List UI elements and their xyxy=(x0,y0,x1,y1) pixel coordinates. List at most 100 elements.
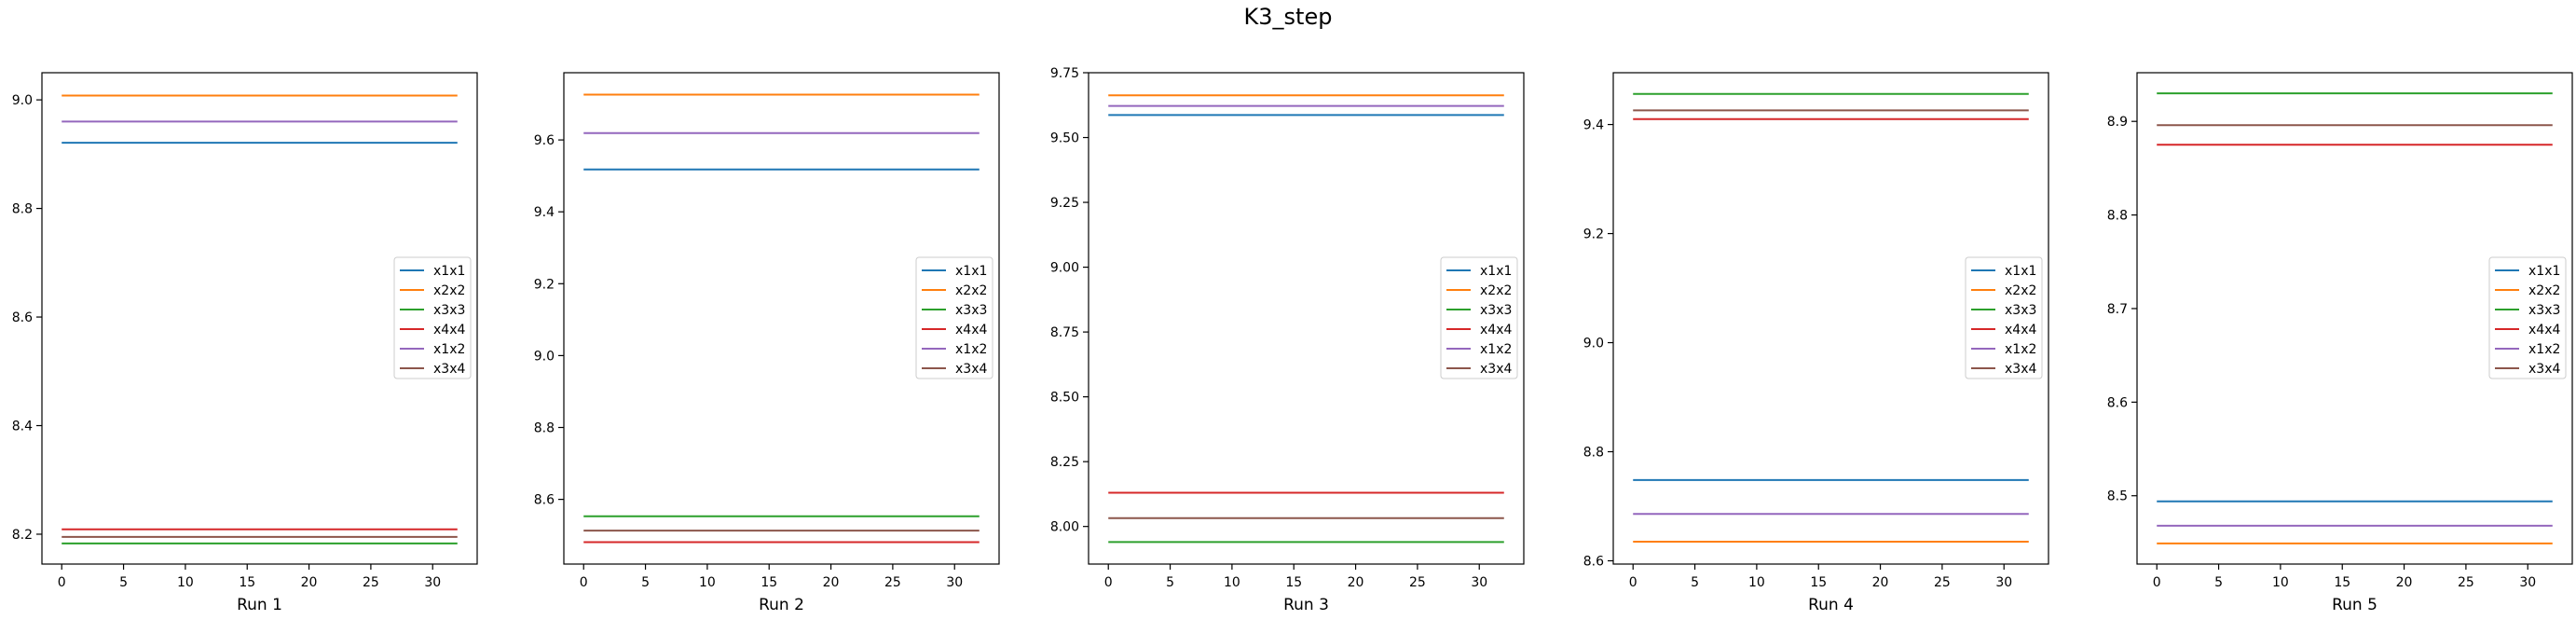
x-tick-label: 30 xyxy=(946,575,963,590)
y-tick-label: 8.2 xyxy=(12,528,33,543)
x-tick-label: 15 xyxy=(2334,575,2350,590)
legend-entry-x2x2: x2x2 xyxy=(433,283,465,298)
x-axis-label: Run 1 xyxy=(237,596,282,614)
y-tick-label: 8.75 xyxy=(1050,325,1079,340)
y-tick-label: 9.2 xyxy=(534,277,555,292)
x-tick-label: 30 xyxy=(1471,575,1487,590)
y-tick-label: 8.6 xyxy=(12,310,33,325)
legend-entry-x1x2: x1x2 xyxy=(433,342,465,357)
legend-entry-x2x2: x2x2 xyxy=(1480,283,1512,298)
legend: x1x1 x2x2 x3x3 x4x4 x1x2 x3x4 xyxy=(393,256,472,379)
x-axis-label: Run 2 xyxy=(759,596,804,614)
x-tick-label: 30 xyxy=(424,575,441,590)
x-tick-label: 5 xyxy=(641,575,650,590)
x-tick-label: 20 xyxy=(2396,575,2413,590)
x-tick-label: 0 xyxy=(1629,575,1637,590)
x-tick-label: 30 xyxy=(1995,575,2012,590)
y-tick-label: 9.2 xyxy=(1583,227,1604,242)
subplot-run-5: 0 5 10 15 20 25 30 8.5 8.6 8.7 8.8 8.9 Run 5 x1x1 x2x2… xyxy=(2107,72,2573,614)
x-tick-label: 5 xyxy=(2214,575,2223,590)
legend-entry-x1x1: x1x1 xyxy=(955,264,987,279)
figure-title: K3_step xyxy=(1243,4,1333,30)
x-tick-label: 10 xyxy=(699,575,716,590)
x-axis-label: Run 3 xyxy=(1283,596,1329,614)
x-tick-label: 15 xyxy=(239,575,255,590)
x-tick-label: 25 xyxy=(884,575,901,590)
legend: x1x1 x2x2 x3x3 x4x4 x1x2 x3x4 xyxy=(1965,256,2043,379)
x-tick-label: 25 xyxy=(1934,575,1951,590)
axes-frame xyxy=(41,72,478,565)
legend-entry-x3x3: x3x3 xyxy=(2528,303,2560,318)
x-tick-label: 0 xyxy=(2153,575,2161,590)
y-tick-label: 8.00 xyxy=(1050,520,1079,535)
axes-frame xyxy=(1612,72,2049,565)
x-tick-label: 20 xyxy=(301,575,318,590)
y-tick-label: 8.5 xyxy=(2107,489,2128,504)
legend-entry-x3x4: x3x4 xyxy=(433,362,465,377)
legend-entry-x1x2: x1x2 xyxy=(1480,342,1512,357)
legend-entry-x1x2: x1x2 xyxy=(2528,342,2560,357)
y-tick-label: 9.4 xyxy=(534,205,555,220)
legend-entry-x1x1: x1x1 xyxy=(433,264,465,279)
legend-entry-x4x4: x4x4 xyxy=(955,323,987,338)
x-tick-label: 20 xyxy=(1872,575,1889,590)
axes-frame xyxy=(563,72,1000,565)
y-tick-label: 9.25 xyxy=(1050,196,1079,211)
x-axis-label: Run 4 xyxy=(1808,596,1854,614)
y-tick-label: 9.4 xyxy=(1583,118,1604,133)
legend-entry-x4x4: x4x4 xyxy=(2005,323,2036,338)
axes-frame xyxy=(1088,72,1525,565)
x-tick-label: 10 xyxy=(1748,575,1765,590)
x-tick-label: 15 xyxy=(760,575,777,590)
legend-entry-x3x4: x3x4 xyxy=(2528,362,2560,377)
legend-entry-x2x2: x2x2 xyxy=(955,283,987,298)
y-tick-label: 8.4 xyxy=(12,420,33,434)
legend-entry-x3x3: x3x3 xyxy=(2005,303,2036,318)
legend-entry-x4x4: x4x4 xyxy=(2528,323,2560,338)
x-tick-label: 25 xyxy=(363,575,379,590)
x-tick-label: 15 xyxy=(1810,575,1827,590)
legend-entry-x2x2: x2x2 xyxy=(2528,283,2560,298)
y-tick-label: 9.50 xyxy=(1050,131,1079,146)
legend-entry-x3x4: x3x4 xyxy=(1480,362,1512,377)
x-tick-label: 30 xyxy=(2519,575,2536,590)
y-tick-label: 8.9 xyxy=(2107,115,2128,130)
y-tick-label: 9.00 xyxy=(1050,261,1079,276)
legend-entry-x1x2: x1x2 xyxy=(2005,342,2036,357)
y-tick-label: 8.8 xyxy=(2107,209,2128,224)
legend-entry-x1x2: x1x2 xyxy=(955,342,987,357)
x-tick-label: 0 xyxy=(58,575,66,590)
legend-entry-x2x2: x2x2 xyxy=(2005,283,2036,298)
y-tick-label: 8.6 xyxy=(534,493,555,508)
x-tick-label: 10 xyxy=(2272,575,2289,590)
x-tick-label: 10 xyxy=(177,575,194,590)
y-tick-label: 9.0 xyxy=(534,349,555,364)
legend-entry-x3x3: x3x3 xyxy=(1480,303,1512,318)
legend-entry-x3x4: x3x4 xyxy=(955,362,987,377)
subplot-run-1: 0 5 10 15 20 25 30 8.2 8.4 8.6 8.8 9.0 Run 1 x1x1 x2x2… xyxy=(12,72,478,614)
x-tick-label: 15 xyxy=(1285,575,1302,590)
legend: x1x1 x2x2 x3x3 x4x4 x1x2 x3x4 xyxy=(1440,256,1518,379)
y-tick-label: 8.8 xyxy=(534,421,555,436)
x-tick-label: 20 xyxy=(823,575,840,590)
legend-entry-x4x4: x4x4 xyxy=(1480,323,1512,338)
legend-entry-x1x1: x1x1 xyxy=(1480,264,1512,279)
y-tick-label: 8.8 xyxy=(1583,446,1604,461)
x-tick-label: 25 xyxy=(2458,575,2474,590)
legend-entry-x3x4: x3x4 xyxy=(2005,362,2036,377)
y-tick-label: 8.6 xyxy=(2107,395,2128,410)
legend-entry-x3x3: x3x3 xyxy=(433,303,465,318)
x-tick-label: 5 xyxy=(1166,575,1174,590)
legend-entry-x1x1: x1x1 xyxy=(2528,264,2560,279)
legend-entry-x3x3: x3x3 xyxy=(955,303,987,318)
y-tick-label: 8.50 xyxy=(1050,391,1079,406)
y-tick-label: 8.7 xyxy=(2107,302,2128,317)
y-tick-label: 9.75 xyxy=(1050,66,1079,81)
axes-frame xyxy=(2136,72,2573,565)
y-tick-label: 8.6 xyxy=(1583,554,1604,569)
x-axis-label: Run 5 xyxy=(2332,596,2377,614)
x-tick-label: 0 xyxy=(1104,575,1113,590)
y-tick-label: 8.8 xyxy=(12,202,33,217)
legend-entry-x1x1: x1x1 xyxy=(2005,264,2036,279)
